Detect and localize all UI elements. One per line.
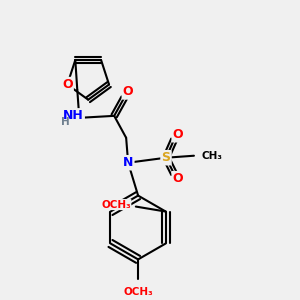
Text: S: S — [161, 151, 170, 164]
Text: H: H — [61, 117, 70, 127]
Text: O: O — [173, 128, 183, 141]
Text: O: O — [173, 172, 183, 185]
Text: NH: NH — [63, 109, 84, 122]
Text: O: O — [123, 85, 134, 98]
Text: OCH₃: OCH₃ — [101, 200, 131, 210]
Text: CH₃: CH₃ — [202, 151, 223, 161]
Text: N: N — [123, 156, 133, 169]
Text: O: O — [62, 78, 73, 91]
Text: OCH₃: OCH₃ — [123, 287, 153, 297]
